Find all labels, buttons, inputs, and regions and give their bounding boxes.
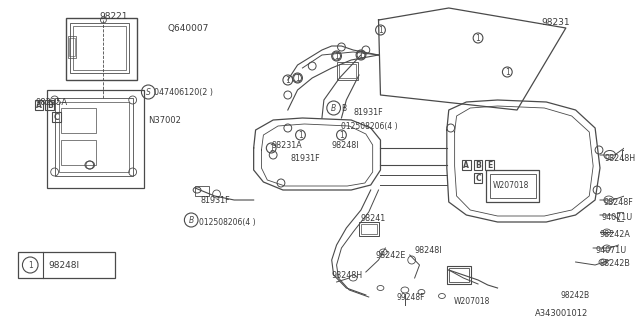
Text: 1: 1 [285,76,290,84]
Text: A343001012: A343001012 [534,308,588,317]
Text: 1: 1 [339,131,344,140]
Text: B: B [475,161,481,170]
Text: 99248F: 99248F [396,293,424,302]
Text: W207018: W207018 [454,298,490,307]
Text: 98248H: 98248H [332,271,363,281]
Text: 012508206(4 ): 012508206(4 ) [342,122,398,131]
Text: 98225A: 98225A [35,98,67,107]
Text: 98242B: 98242B [561,291,590,300]
Text: 1: 1 [295,74,300,83]
Text: 98242A: 98242A [599,229,630,238]
Text: 98248F: 98248F [604,197,634,206]
Text: 1: 1 [334,52,339,60]
Text: A: A [463,161,469,170]
Text: W207018: W207018 [493,180,529,189]
Text: 1: 1 [298,131,303,140]
Text: 047406120(2 ): 047406120(2 ) [154,87,213,97]
Text: C: C [476,173,481,182]
Text: 81931F: 81931F [353,108,383,116]
Text: 94071U: 94071U [602,212,633,221]
Text: 1: 1 [476,34,481,43]
Text: 98231: 98231 [541,18,570,27]
Text: 81931F: 81931F [201,196,230,204]
Text: 1: 1 [505,68,509,76]
Text: S: S [146,87,151,97]
Text: 98231A: 98231A [271,140,302,149]
Text: B: B [331,103,336,113]
Text: 1: 1 [28,260,33,269]
Text: 98221: 98221 [99,12,128,20]
Text: 81931F: 81931F [291,154,321,163]
Text: C: C [54,113,60,122]
Text: 98242E: 98242E [376,251,406,260]
Text: A: A [36,100,42,109]
Text: 98248I: 98248I [415,245,442,254]
Text: 98248I: 98248I [49,260,80,269]
Text: 94071U: 94071U [595,245,627,254]
Text: 1: 1 [269,143,273,153]
Text: 1: 1 [358,51,364,60]
Text: B: B [342,103,347,113]
Text: 98248H: 98248H [605,154,636,163]
Text: 98241: 98241 [361,213,386,222]
Text: B: B [189,215,194,225]
Text: 1: 1 [378,26,383,35]
Text: 012508206(4 ): 012508206(4 ) [199,218,255,227]
Text: 98248I: 98248I [332,140,359,149]
Text: 98242B: 98242B [599,260,630,268]
Text: Q640007: Q640007 [168,23,209,33]
Text: E: E [487,161,492,170]
Text: N37002: N37002 [148,116,181,124]
Text: B: B [47,100,52,109]
